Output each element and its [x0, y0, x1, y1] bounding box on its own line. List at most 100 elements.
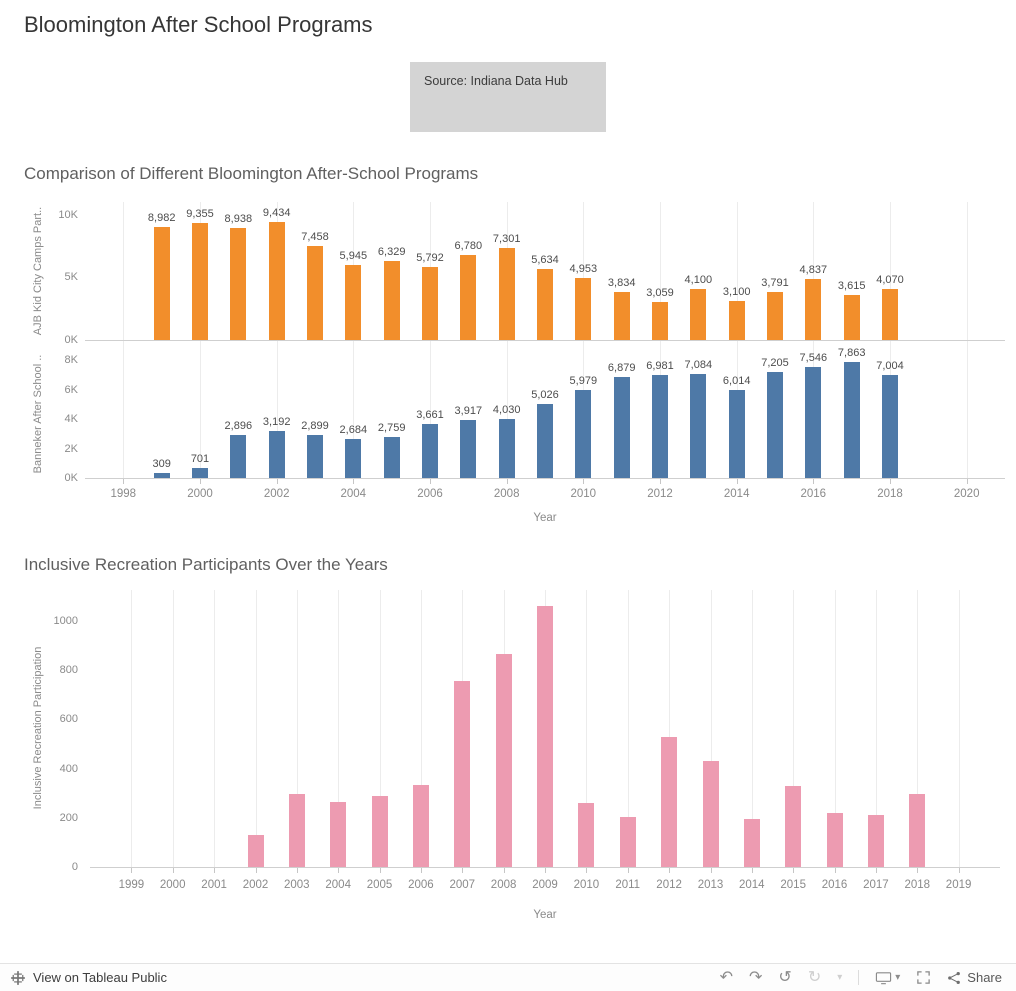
bar-2017[interactable] [843, 362, 860, 478]
bar-2013[interactable] [690, 289, 707, 340]
y-tick-label: 800 [59, 664, 78, 676]
bar-2015[interactable] [767, 292, 783, 340]
y-tick-label: 0 [71, 861, 78, 873]
bar-1999[interactable] [153, 473, 170, 478]
bar-2003[interactable] [307, 435, 323, 478]
gridline-2017 [875, 590, 877, 867]
share-button[interactable]: Share [947, 970, 1002, 985]
bar-2018[interactable] [909, 794, 926, 867]
bar-2007[interactable] [460, 420, 477, 478]
bar-2000[interactable] [192, 468, 208, 478]
bar-2016[interactable] [805, 367, 822, 478]
bar-value-label: 3,192 [262, 416, 291, 428]
x-tick-mark [669, 868, 671, 873]
bar-2009[interactable] [537, 606, 553, 867]
refresh-icon[interactable]: ↻ [807, 968, 822, 986]
redo-icon[interactable]: ↷ [749, 968, 763, 986]
x-tick-label: 2006 [408, 879, 434, 891]
y-tick-label: 6K [64, 383, 78, 396]
bar-1999[interactable] [153, 227, 170, 340]
gridline-2014 [751, 590, 753, 867]
gridline-2005 [379, 590, 381, 867]
bar-2017[interactable] [843, 295, 860, 340]
bar-2010[interactable] [578, 803, 595, 867]
bar-2014[interactable] [728, 390, 745, 478]
gridline-2016 [834, 590, 836, 867]
bar-2012[interactable] [661, 737, 678, 867]
undo-icon[interactable]: ↶ [719, 968, 734, 986]
x-tick-mark [813, 479, 815, 484]
bar-2016[interactable] [826, 813, 843, 867]
view-on-tableau-public-button[interactable]: View on Tableau Public [0, 970, 167, 986]
bar-value-label: 9,434 [262, 207, 291, 219]
device-layout-button[interactable]: ▾ [875, 971, 900, 985]
bar-2007[interactable] [460, 255, 477, 340]
bar-2002[interactable] [268, 222, 285, 340]
y-tick-label: 1000 [53, 614, 78, 627]
bar-value-label: 6,014 [722, 375, 751, 387]
bar-2006[interactable] [422, 267, 438, 340]
bar-2002[interactable] [247, 835, 264, 867]
bar-value-label: 701 [190, 453, 210, 465]
bar-2018[interactable] [882, 375, 898, 478]
bar-2003[interactable] [307, 246, 323, 340]
bar-2001[interactable] [230, 435, 247, 478]
gridline-2015 [793, 590, 795, 867]
caret-down-icon[interactable]: ▾ [837, 971, 843, 983]
bar-2013[interactable] [690, 374, 707, 478]
bar-2004[interactable] [330, 802, 347, 867]
gridline-2004 [338, 590, 340, 867]
bar-2015[interactable] [767, 372, 783, 478]
bar-2011[interactable] [613, 377, 630, 478]
gridline-2012 [669, 590, 671, 867]
bar-2007[interactable] [454, 681, 471, 867]
bar-2010[interactable] [575, 390, 592, 478]
bar-2004[interactable] [345, 265, 362, 340]
bar-2016[interactable] [805, 279, 822, 340]
bar-2001[interactable] [230, 228, 247, 340]
bar-2000[interactable] [192, 223, 208, 340]
bar-2011[interactable] [619, 817, 636, 867]
bar-2004[interactable] [345, 439, 362, 478]
x-tick-label: 2011 [615, 879, 641, 891]
bar-2015[interactable] [785, 786, 802, 867]
bar-2002[interactable] [268, 431, 285, 478]
bar-value-label: 7,084 [684, 359, 713, 371]
x-tick-mark [420, 868, 422, 873]
bar-2018[interactable] [882, 289, 898, 340]
gridline-2019 [958, 590, 960, 867]
bar-2014[interactable] [728, 301, 745, 340]
bar-2012[interactable] [652, 375, 668, 478]
bar-value-label: 9,355 [186, 208, 214, 220]
pane-inclusive-recreation [90, 590, 1000, 868]
bar-2005[interactable] [383, 261, 400, 340]
replay-icon[interactable]: ↺ [778, 968, 792, 986]
bar-2006[interactable] [422, 424, 438, 478]
x-tick-label: 2003 [284, 879, 310, 891]
bar-value-label: 5,634 [531, 254, 559, 266]
bar-2009[interactable] [537, 269, 553, 340]
bar-2013[interactable] [702, 761, 719, 867]
bar-2006[interactable] [412, 785, 429, 867]
bar-2010[interactable] [575, 278, 592, 340]
x-tick-label: 2014 [739, 879, 765, 891]
bar-2008[interactable] [495, 654, 512, 867]
bar-2017[interactable] [867, 815, 884, 867]
bar-value-label: 7,004 [876, 360, 904, 372]
fullscreen-button[interactable] [916, 970, 931, 985]
bar-value-label: 8,982 [147, 212, 176, 224]
bar-2003[interactable] [288, 794, 305, 867]
bar-2005[interactable] [371, 796, 388, 867]
bar-2008[interactable] [498, 248, 515, 340]
bar-2014[interactable] [743, 819, 760, 867]
bar-value-label: 8,938 [224, 213, 253, 225]
bar-2008[interactable] [498, 419, 515, 478]
x-tick-label: 2007 [449, 879, 476, 891]
bar-2011[interactable] [613, 292, 630, 340]
bar-2012[interactable] [652, 302, 668, 340]
x-tick-label: 2018 [877, 488, 903, 500]
bar-2005[interactable] [383, 437, 400, 478]
x-tick-mark [736, 479, 738, 484]
plot-gridlines [90, 590, 1000, 867]
bar-2009[interactable] [537, 404, 553, 478]
